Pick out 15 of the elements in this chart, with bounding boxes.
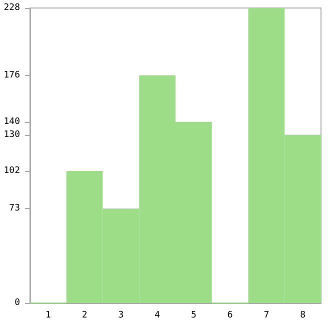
- y-tick-label: 73: [9, 204, 20, 214]
- y-tick-label: 130: [4, 130, 20, 140]
- y-tick-label: 176: [4, 70, 20, 80]
- x-tick-label: 5: [190, 310, 196, 320]
- x-tick-label: 8: [300, 310, 306, 320]
- x-tick-label: 3: [118, 310, 124, 320]
- y-tick-label: 140: [4, 116, 20, 127]
- x-tick-label: 7: [264, 310, 270, 320]
- x-tick-label: 1: [45, 310, 51, 320]
- x-tick-label: 6: [227, 310, 233, 320]
- x-tick-label: 2: [82, 310, 88, 320]
- y-tick-label: 228: [4, 3, 20, 13]
- y-tick-label: 102: [4, 166, 20, 176]
- y-tick-label: 0: [14, 298, 20, 308]
- x-tick-label: 4: [154, 310, 160, 320]
